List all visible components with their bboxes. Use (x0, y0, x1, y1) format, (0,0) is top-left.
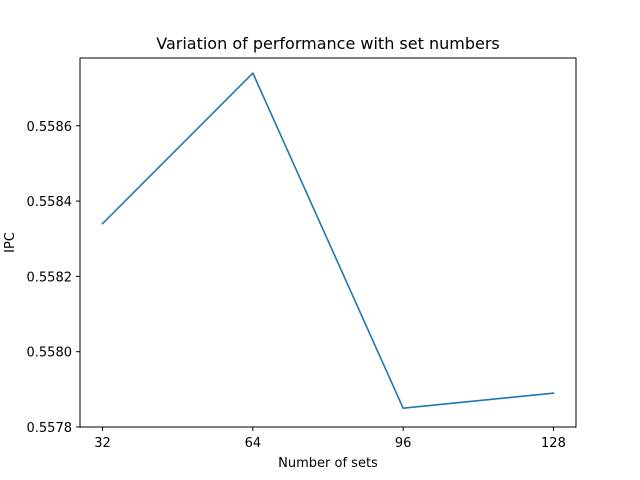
x-axis: 32 64 96 128 (94, 427, 566, 451)
x-tick-label: 32 (94, 436, 111, 451)
y-tick-label: 0.5584 (27, 195, 73, 210)
series-line (101, 72, 555, 409)
x-tick-label: 128 (541, 436, 566, 451)
x-tick-label: 64 (245, 436, 262, 451)
y-axis-label: IPC (3, 232, 18, 253)
plot-frame (79, 57, 577, 428)
y-tick-label: 0.5578 (27, 421, 73, 436)
x-axis-label: Number of sets (278, 456, 378, 471)
y-tick-label: 0.5586 (27, 120, 73, 135)
y-tick-label: 0.5582 (27, 270, 73, 285)
series-group (101, 72, 555, 409)
chart-title: Variation of performance with set number… (156, 34, 499, 53)
y-tick-label: 0.5580 (27, 346, 73, 361)
y-axis: 0.5578 0.5580 0.5582 0.5584 0.5586 (27, 120, 80, 436)
x-tick-label: 96 (395, 436, 412, 451)
